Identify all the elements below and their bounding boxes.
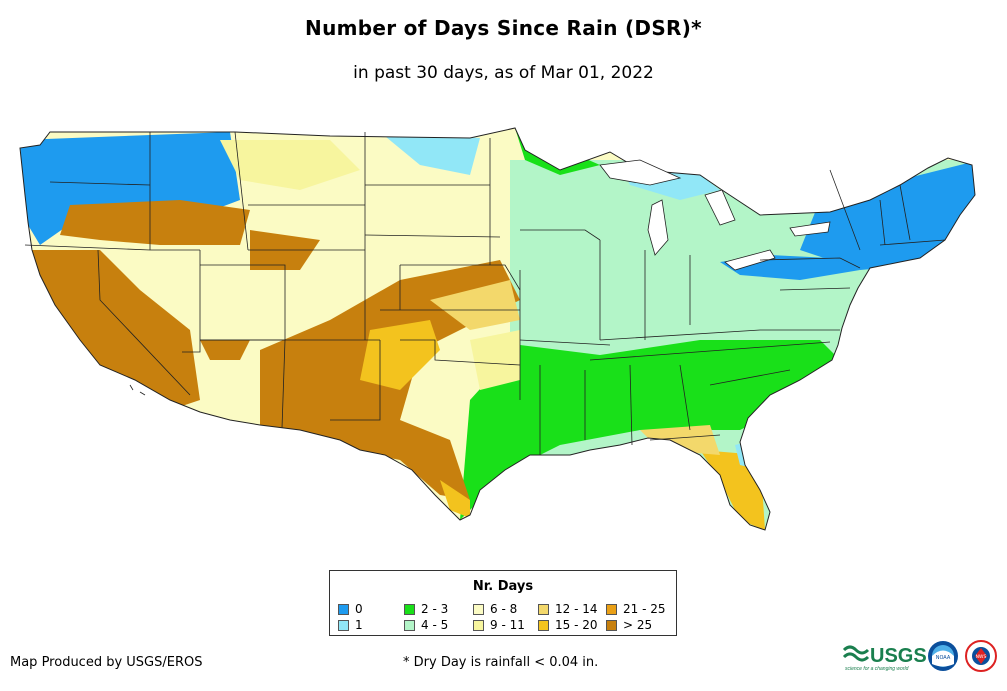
state-borders	[24, 131, 946, 455]
legend-swatch	[473, 603, 484, 615]
svg-text:NOAA: NOAA	[936, 655, 951, 661]
lake-huron	[704, 189, 736, 226]
legend-label: 9 - 11	[490, 618, 525, 632]
legend-item-8: 21 - 25	[606, 602, 666, 616]
legend: Nr. Days 0 1 2 - 3 4 - 5 6 - 8 9 - 11 12…	[329, 570, 677, 636]
legend-swatch	[404, 603, 415, 615]
lake-michigan	[647, 199, 669, 256]
legend-label: 21 - 25	[623, 602, 666, 616]
legend-label: 2 - 3	[421, 602, 449, 616]
nws-logo: NWS	[965, 640, 997, 672]
agency-logos: USGS science for a changing world NOAA N…	[842, 640, 997, 672]
dry-day-footnote: * Dry Day is rainfall < 0.04 in.	[403, 655, 599, 670]
map-credit: Map Produced by USGS/EROS	[10, 655, 203, 670]
dsr-color-regions	[20, 128, 975, 530]
legend-label: > 25	[623, 618, 653, 632]
legend-item-0: 0	[338, 602, 363, 616]
usgs-logo: USGS science for a changing world	[842, 645, 927, 672]
legend-swatch	[338, 603, 349, 615]
noaa-logo: NOAA	[928, 641, 958, 671]
legend-swatch	[606, 619, 617, 631]
legend-swatch	[606, 603, 617, 615]
legend-label: 6 - 8	[490, 602, 518, 616]
legend-swatch	[538, 603, 549, 615]
legend-swatch	[473, 619, 484, 631]
us-outline	[19, 127, 976, 531]
legend-item-6: 12 - 14	[538, 602, 598, 616]
legend-item-7: 15 - 20	[538, 618, 598, 632]
legend-label: 4 - 5	[421, 618, 449, 632]
map-title: Number of Days Since Rain (DSR)*	[305, 16, 702, 40]
legend-item-5: 9 - 11	[473, 618, 525, 632]
legend-item-1: 1	[338, 618, 363, 632]
legend-label: 0	[355, 602, 363, 616]
legend-item-3: 4 - 5	[404, 618, 448, 632]
lake-superior	[599, 159, 682, 186]
usgs-wordmark: USGS	[870, 645, 927, 667]
usgs-tagline: science for a changing world	[845, 666, 909, 672]
legend-item-4: 6 - 8	[473, 602, 517, 616]
lake-ontario	[789, 221, 831, 237]
svg-text:NWS: NWS	[976, 654, 987, 660]
legend-label: 12 - 14	[555, 602, 598, 616]
legend-swatch	[538, 619, 549, 631]
legend-item-9: > 25	[606, 618, 652, 632]
legend-swatch	[404, 619, 415, 631]
legend-title: Nr. Days	[472, 579, 534, 594]
legend-item-2: 2 - 3	[404, 602, 448, 616]
legend-swatch	[338, 619, 349, 631]
lake-erie	[724, 249, 776, 271]
legend-label: 1	[355, 618, 363, 632]
legend-label: 15 - 20	[555, 618, 598, 632]
map-subtitle: in past 30 days, as of Mar 01, 2022	[353, 63, 654, 83]
